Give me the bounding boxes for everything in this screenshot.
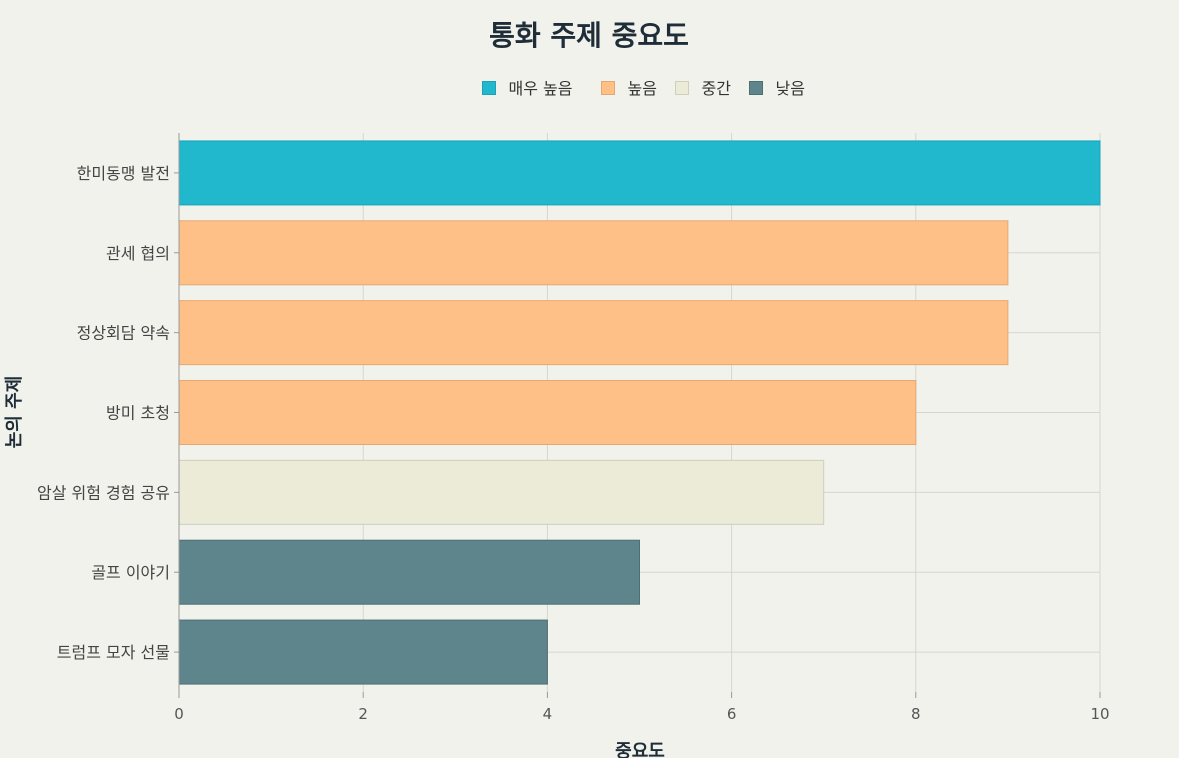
legend-label: 높음 <box>628 79 657 98</box>
legend-item: 높음 <box>601 79 657 98</box>
y-tick-label: 암살 위험 경험 공유 <box>37 483 170 502</box>
legend-item: 매우 높음 <box>482 79 573 98</box>
legend: 매우 높음 높음 중간 낮음 <box>482 79 805 98</box>
bar <box>178 380 917 445</box>
x-tick-label: 6 <box>727 705 737 723</box>
bars <box>178 140 1101 685</box>
legend-swatch <box>749 81 763 95</box>
legend-label: 낮음 <box>776 79 805 98</box>
legend-item: 중간 <box>675 79 732 98</box>
bar <box>178 459 825 525</box>
x-tick-label: 2 <box>358 705 368 723</box>
x-tick-label: 8 <box>911 705 921 723</box>
y-axis-label: 논의 주제 <box>4 376 25 449</box>
legend-label: 매우 높음 <box>509 79 573 98</box>
legend-swatch <box>482 81 496 95</box>
bar <box>178 300 1009 366</box>
legend-swatch <box>675 81 689 95</box>
x-axis-label: 중요도 <box>615 741 665 758</box>
y-tick-label: 방미 초청 <box>106 404 170 423</box>
x-tick-label: 0 <box>174 705 184 723</box>
x-axis-ticks: 0 2 4 6 8 10 <box>174 692 1110 723</box>
legend-swatch <box>601 81 615 95</box>
x-tick-label: 4 <box>543 705 553 723</box>
bar <box>178 220 1009 286</box>
x-tick-label: 10 <box>1090 705 1109 723</box>
bar <box>178 619 548 685</box>
y-tick-label: 트럼프 모자 선물 <box>57 643 170 662</box>
legend-label: 중간 <box>702 79 732 98</box>
bar <box>178 539 640 605</box>
y-tick-label: 골프 이야기 <box>91 563 170 582</box>
chart-title: 통화 주제 중요도 <box>489 19 689 52</box>
y-tick-label: 한미동맹 발전 <box>77 164 170 183</box>
y-tick-label: 정상회담 약속 <box>77 324 170 343</box>
bar <box>178 140 1101 206</box>
y-tick-label: 관세 협의 <box>106 244 170 263</box>
legend-item: 낮음 <box>749 79 805 98</box>
